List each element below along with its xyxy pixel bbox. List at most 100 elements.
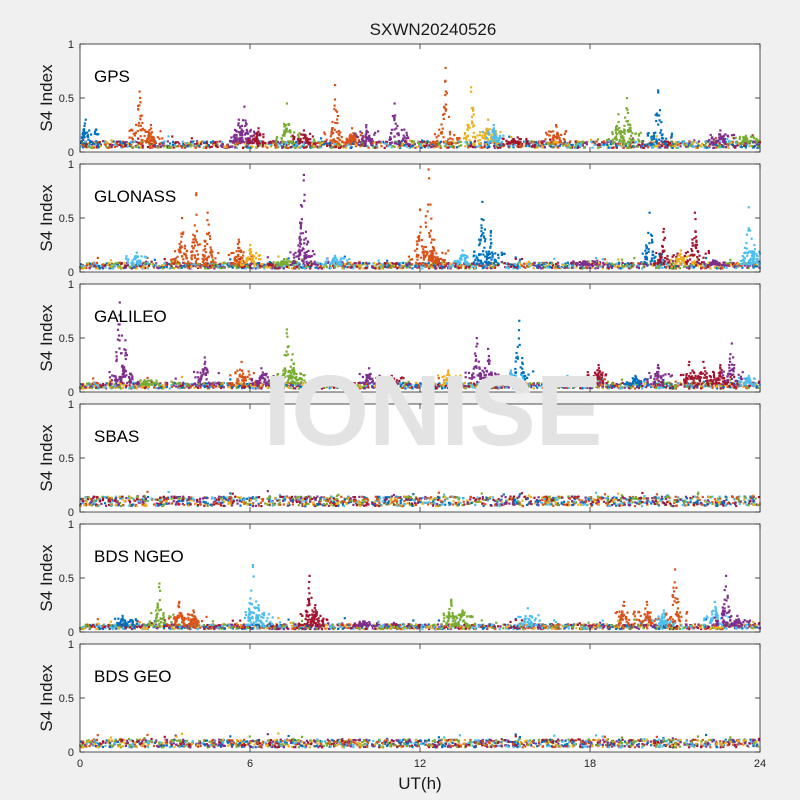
- data-point: [238, 140, 241, 143]
- data-point: [493, 142, 496, 145]
- data-point: [144, 262, 147, 265]
- data-point: [169, 142, 172, 145]
- data-point: [342, 144, 346, 147]
- data-point: [313, 253, 316, 256]
- data-point: [705, 146, 708, 149]
- data-point: [638, 143, 641, 147]
- data-point: [650, 135, 654, 138]
- data-point: [113, 143, 117, 146]
- data-point: [434, 145, 437, 148]
- data-point: [641, 267, 644, 270]
- data-point: [261, 265, 264, 268]
- data-point: [541, 140, 544, 143]
- data-point: [244, 124, 247, 128]
- data-point: [398, 266, 401, 269]
- data-point: [237, 247, 240, 250]
- data-point: [430, 217, 433, 220]
- data-point: [365, 126, 368, 129]
- data-point: [641, 144, 644, 147]
- data-point: [356, 264, 359, 267]
- data-point: [623, 265, 626, 268]
- data-point: [120, 145, 123, 148]
- data-point: [205, 264, 208, 267]
- data-point: [545, 131, 548, 134]
- data-point: [296, 146, 299, 149]
- data-point: [682, 140, 686, 143]
- data-point: [208, 146, 211, 149]
- data-point: [90, 146, 93, 149]
- data-point: [594, 267, 597, 270]
- data-point: [251, 135, 254, 138]
- panel-points: [79, 66, 762, 149]
- data-point: [229, 139, 232, 142]
- data-point: [311, 135, 314, 138]
- data-point: [399, 262, 402, 265]
- data-point: [662, 238, 665, 242]
- data-point: [169, 263, 172, 266]
- data-point: [512, 141, 516, 144]
- data-point: [139, 115, 142, 118]
- data-point: [214, 261, 217, 264]
- data-point: [178, 142, 181, 145]
- data-point: [158, 265, 161, 268]
- data-point: [183, 244, 187, 247]
- data-point: [700, 265, 703, 268]
- data-point: [474, 259, 477, 262]
- data-point: [484, 134, 487, 137]
- data-point: [304, 230, 307, 233]
- data-point: [661, 133, 664, 136]
- data-point: [657, 91, 660, 94]
- data-point: [734, 145, 737, 148]
- data-point: [349, 143, 352, 146]
- data-point: [274, 144, 277, 147]
- data-point: [141, 121, 144, 125]
- data-point: [442, 117, 445, 120]
- data-point: [287, 257, 290, 260]
- data-point: [342, 141, 346, 144]
- data-point: [295, 143, 298, 146]
- data-point: [185, 142, 189, 145]
- data-point: [448, 266, 451, 269]
- data-point: [319, 262, 322, 265]
- data-point: [137, 104, 140, 107]
- data-point: [165, 266, 168, 269]
- data-point: [351, 127, 354, 130]
- data-point: [88, 129, 91, 132]
- data-point: [314, 142, 317, 145]
- data-point: [411, 267, 414, 270]
- data-point: [217, 252, 220, 255]
- data-point: [236, 142, 239, 145]
- data-point: [618, 140, 621, 143]
- data-point: [690, 248, 693, 251]
- data-point: [526, 265, 530, 268]
- data-point: [351, 134, 354, 137]
- data-point: [277, 146, 280, 149]
- data-point: [193, 244, 197, 247]
- data-point: [198, 262, 201, 265]
- data-point: [124, 257, 128, 260]
- data-point: [248, 142, 251, 145]
- data-point: [333, 266, 336, 269]
- data-point: [143, 129, 146, 132]
- data-point: [141, 142, 144, 145]
- data-point: [332, 258, 335, 261]
- data-point: [222, 263, 225, 266]
- data-point: [672, 143, 675, 146]
- data-point: [707, 251, 710, 255]
- data-point: [90, 140, 93, 143]
- data-point: [371, 141, 374, 145]
- data-point: [305, 243, 308, 246]
- data-point: [115, 142, 118, 145]
- data-point: [456, 263, 459, 266]
- data-point: [558, 138, 561, 141]
- data-point: [255, 135, 258, 139]
- data-point: [463, 260, 467, 263]
- data-point: [151, 143, 154, 146]
- data-point: [660, 121, 663, 124]
- data-point: [365, 130, 368, 133]
- data-point: [411, 146, 414, 149]
- data-point: [667, 261, 670, 264]
- data-point: [472, 146, 475, 149]
- data-point: [188, 265, 191, 268]
- data-point: [249, 135, 252, 138]
